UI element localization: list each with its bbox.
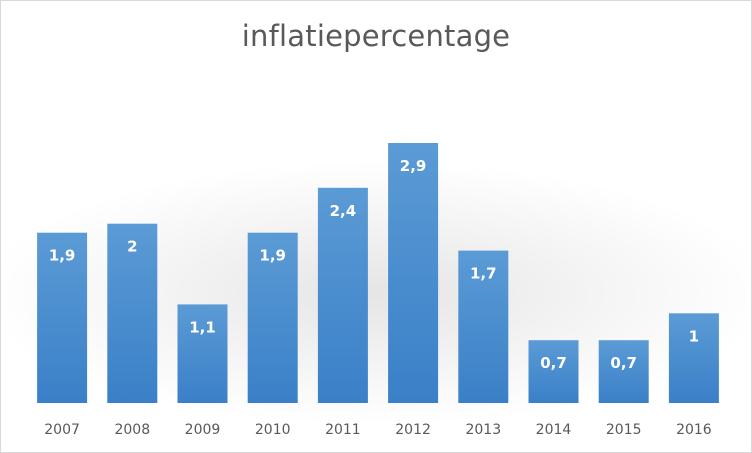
data-label-2012: 2,9 [400, 157, 427, 175]
bar-2012 [388, 143, 439, 403]
data-label-2010: 1,9 [259, 247, 286, 265]
x-tick-label-2012: 2012 [395, 422, 431, 438]
data-label-2009: 1,1 [189, 318, 216, 336]
data-label-2014: 0,7 [540, 354, 567, 372]
x-tick-label-2013: 2013 [465, 422, 501, 438]
x-tick-label-2011: 2011 [325, 422, 361, 438]
x-tick-label-2014: 2014 [536, 422, 572, 438]
data-label-2008: 2 [127, 238, 137, 256]
data-label-2011: 2,4 [330, 202, 357, 220]
chart-title: inflatiepercentage [241, 19, 511, 53]
bar-2008 [107, 223, 158, 403]
bar-2013 [458, 250, 509, 403]
data-label-2015: 0,7 [610, 354, 637, 372]
x-tick-label-2016: 2016 [676, 422, 712, 438]
x-tick-label-2009: 2009 [185, 422, 221, 438]
x-tick-label-2015: 2015 [606, 422, 642, 438]
bar-2007 [37, 232, 88, 403]
data-labels-group: 1,9 2 1,1 1,9 2,4 2,9 1,7 0,7 0,7 1 [49, 157, 699, 372]
x-tick-label-2010: 2010 [255, 422, 291, 438]
data-label-2016: 1 [689, 327, 699, 345]
x-tick-label-2007: 2007 [44, 422, 80, 438]
bar-2014 [528, 340, 579, 403]
bar-2015 [598, 340, 649, 403]
bar-2011 [317, 187, 368, 403]
x-tick-labels-group: 2007 2008 2009 2010 2011 2012 2013 2014 2015 2016 [44, 422, 712, 438]
bar-2010 [247, 232, 298, 403]
bar-2009 [177, 304, 228, 403]
x-tick-label-2008: 2008 [114, 422, 150, 438]
data-label-2007: 1,9 [49, 247, 76, 265]
bar-2016 [668, 313, 719, 403]
bars-group [37, 143, 719, 403]
data-label-2013: 1,7 [470, 265, 497, 283]
